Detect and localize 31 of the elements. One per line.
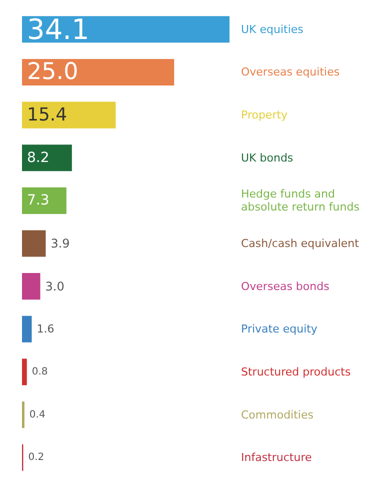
bar [22,144,72,172]
data-label: 0.8 [32,366,48,378]
data-label: 8.2 [27,150,50,166]
data-label: 15.4 [27,104,68,126]
y-tick-label: Hedge funds and absolute return funds [241,188,360,214]
data-label: 3.0 [45,279,64,294]
y-tick-label: Private equity [241,322,318,336]
data-label: 7.3 [27,192,50,209]
bar [22,273,40,300]
bar [22,316,32,342]
y-tick-label: Overseas bonds [241,280,330,293]
bar [22,102,116,128]
data-label: 25.0 [27,59,78,86]
bar [22,16,230,43]
bar [22,358,27,386]
y-tick-label: Commodities [241,408,314,422]
y-tick-label: Property [241,108,288,122]
y-tick-label: Infastructure [241,451,312,464]
data-label: 34.1 [27,12,90,46]
data-label: 0.4 [29,409,46,420]
bar [22,187,66,214]
y-tick-label: Cash/cash equivalent [241,237,360,250]
data-label: 0.2 [28,452,44,464]
bar [22,58,174,86]
data-label: 3.9 [50,236,70,250]
bar [22,230,46,257]
data-label: 1.6 [36,322,54,336]
y-tick-label: UK bonds [241,151,294,164]
y-tick-label: Structured products [241,365,351,378]
y-tick-label: UK equities [241,22,304,36]
y-tick-label: Overseas equities [241,66,340,79]
